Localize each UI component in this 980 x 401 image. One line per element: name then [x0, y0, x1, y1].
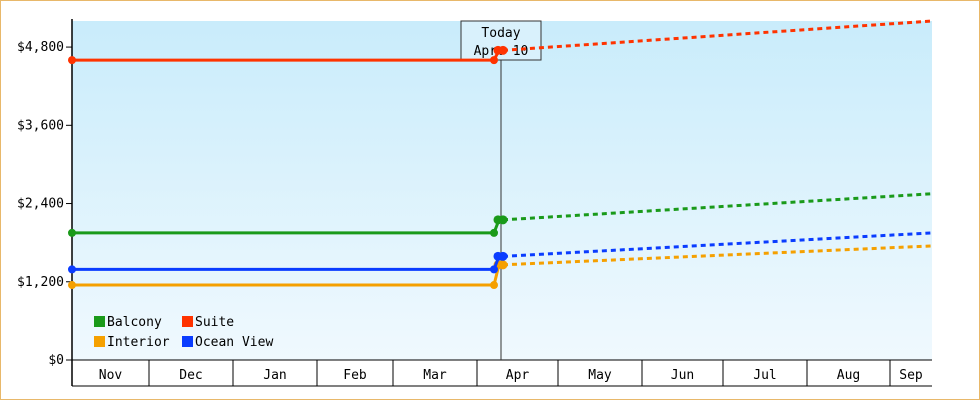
month-label: Aug	[837, 368, 860, 383]
legend-label-balcony: Balcony	[107, 315, 162, 330]
ocean-view-point-start	[68, 265, 76, 274]
legend-swatch-suite	[182, 316, 193, 327]
y-tick-label: $0	[48, 353, 64, 368]
month-label: Nov	[99, 368, 123, 383]
ocean-view-point-before-today	[490, 265, 498, 274]
month-label: Jan	[263, 368, 286, 383]
legend-swatch-interior	[94, 336, 105, 347]
balcony-point-start	[68, 228, 76, 237]
month-label: Mar	[423, 368, 447, 383]
month-label: Sep	[899, 368, 923, 383]
y-tick-label: $3,600	[17, 118, 64, 133]
legend-swatch-balcony	[94, 316, 105, 327]
month-label: Dec	[179, 368, 202, 383]
month-label: Feb	[343, 368, 367, 383]
y-tick-label: $4,800	[17, 40, 64, 55]
month-label: Jul	[753, 368, 776, 383]
interior-point-before-today	[490, 281, 498, 290]
suite-point-today-forecast	[498, 45, 508, 55]
balcony-point-today-forecast	[498, 215, 508, 225]
legend-label-interior: Interior	[107, 335, 170, 350]
balcony-point-before-today	[490, 228, 498, 237]
y-tick-label: $1,200	[17, 275, 64, 290]
suite-point-before-today	[490, 56, 498, 65]
legend-label-ocean-view: Ocean View	[195, 335, 273, 350]
interior-point-start	[68, 281, 76, 290]
plot-background	[72, 21, 932, 360]
interior-point-today-forecast	[498, 260, 508, 270]
y-tick-label: $2,400	[17, 197, 64, 212]
ocean-view-point-today-forecast	[498, 251, 508, 261]
legend-swatch-ocean-view	[182, 336, 193, 347]
month-label: Jun	[671, 368, 694, 383]
legend-label-suite: Suite	[195, 315, 234, 330]
today-label-line1: Today	[481, 26, 520, 41]
month-label: Apr	[506, 368, 530, 383]
month-label: May	[588, 368, 612, 383]
suite-point-start	[68, 56, 76, 65]
